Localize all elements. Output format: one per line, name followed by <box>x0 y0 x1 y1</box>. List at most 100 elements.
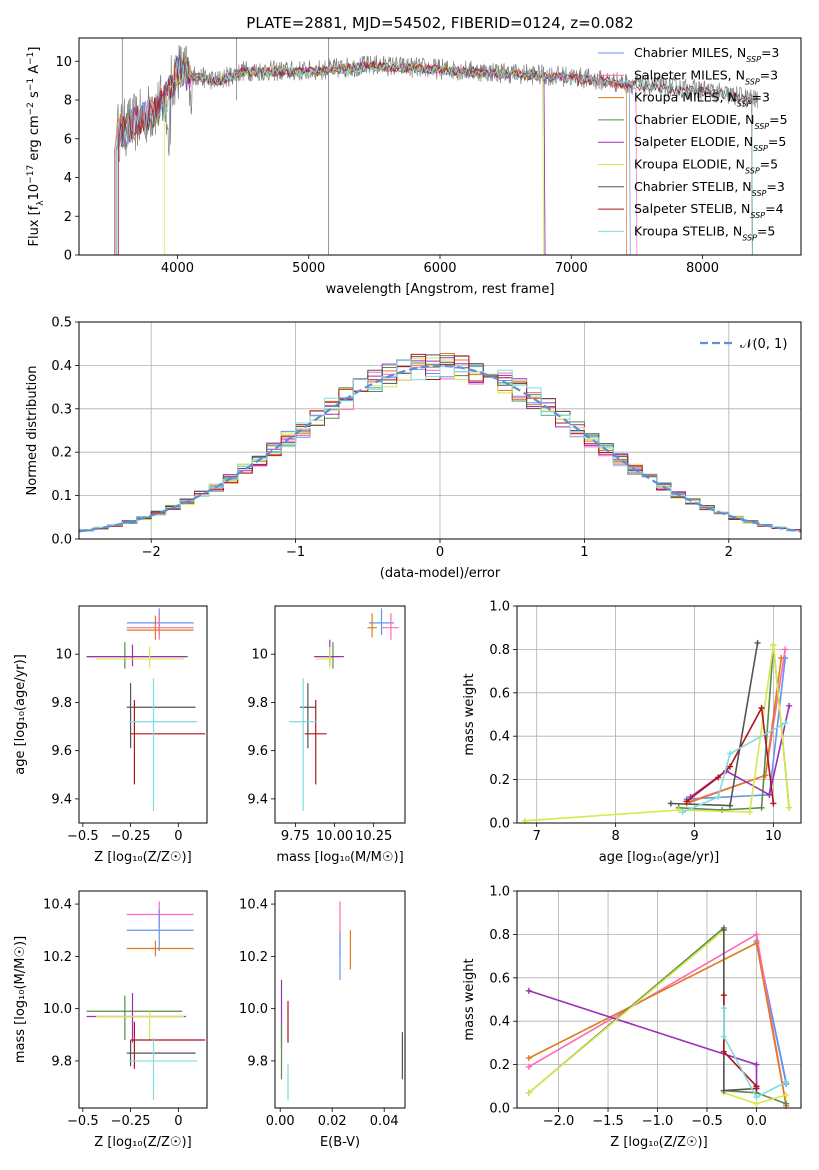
y-tick-label: 9.6 <box>247 744 268 759</box>
weight-marker <box>525 987 532 994</box>
figure-title: PLATE=2881, MJD=54502, FIBERID=0124, z=0… <box>246 14 633 32</box>
legend-entry: Kroupa STELIB, NSSP=5 <box>634 223 775 242</box>
y-tick-label: 0.6 <box>489 686 510 701</box>
y-tick-label: 0.5 <box>51 316 72 331</box>
x-tick-label: −0.5 <box>691 1114 723 1129</box>
axes-frame <box>78 890 208 1109</box>
weight-marker <box>727 802 733 809</box>
weight-marker <box>783 1100 790 1107</box>
weight-marker <box>782 646 789 653</box>
y-tick-label: 0.3 <box>51 402 72 417</box>
x-tick-label: 4000 <box>161 261 194 276</box>
y-tick-label: 0.6 <box>489 971 510 986</box>
y-tick-label: 2 <box>64 210 72 225</box>
weight-marker <box>715 793 722 800</box>
y-tick-label: 0.1 <box>51 489 72 504</box>
x-tick-label: −2 <box>142 545 161 560</box>
y-tick-label: 0.0 <box>489 817 510 832</box>
x-axis-label: age [log₁₀(age/yr)] <box>599 850 720 865</box>
x-axis-label: E(B-V) <box>320 1135 360 1150</box>
weight-marker <box>770 800 777 807</box>
y-tick-label: 9.6 <box>51 744 72 759</box>
x-tick-label: 9.75 <box>281 829 310 844</box>
axes-frame <box>274 605 406 824</box>
weight-marker <box>778 655 785 662</box>
legend-entry: Chabrier STELIB, NSSP=3 <box>634 179 785 198</box>
age-vs-mass-panel: 9.75 10.00 10.25 9.4 9.6 9.8 10 mass [log₁₀(M/M… <box>247 605 406 865</box>
y-tick-label: 9.8 <box>247 696 268 711</box>
x-tick-label: −0.5 <box>67 1114 99 1129</box>
legend-entry: 𝒩(0, 1) <box>740 337 787 352</box>
weight-marker <box>720 1033 727 1040</box>
weight-marker <box>786 702 793 709</box>
y-axis-label: Flux [fλ10−17 erg cm−2 s−1 A−1] <box>26 47 46 247</box>
weight-marker <box>753 1094 760 1101</box>
weight-marker <box>675 806 682 813</box>
weight-marker <box>766 791 773 798</box>
weight-marker <box>727 763 733 770</box>
x-tick-label: 0.00 <box>266 1114 295 1129</box>
mass-weight-vs-age-panel: 7 8 9 10 0.0 0.2 0.4 0.6 0.8 1.0 age [log₁₀(age/yr… <box>462 600 802 865</box>
weight-marker <box>720 1087 727 1094</box>
spectrum-panel: 4000 5000 6000 7000 8000 0 2 4 6 8 10 wavelength [A… <box>26 37 802 297</box>
weight-marker <box>525 1055 532 1062</box>
weight-marker <box>720 1005 727 1012</box>
y-axis-label: mass [log₁₀(M/M☉)] <box>13 936 28 1063</box>
y-tick-label: 9.4 <box>51 792 72 807</box>
x-tick-label: 10.25 <box>355 829 392 844</box>
y-tick-label: 9.8 <box>247 1054 268 1069</box>
axes-frame <box>274 890 406 1109</box>
y-tick-label: 0.8 <box>489 643 510 658</box>
weight-marker <box>720 1048 727 1055</box>
mass-weight-vs-metallicity-panel: −2.0 −1.5 −1.0 −0.5 0.0 0.0 0.2 0.4 0.6 0.8 1.0 Z [… <box>462 885 802 1150</box>
legend-entry: Kroupa ELODIE, NSSP=5 <box>634 157 778 176</box>
weight-line-kroupa-stelib <box>682 722 786 813</box>
weight-marker <box>720 927 727 934</box>
axes-frame <box>78 37 802 256</box>
model-spectrum-salpeter-stelib <box>118 58 753 255</box>
weight-marker <box>786 804 793 811</box>
x-axis-label: Z [log₁₀(Z/Z☉)] <box>610 1135 707 1150</box>
legend-entry: Chabrier MILES, NSSP=3 <box>634 45 779 64</box>
legend-entry: Salpeter MILES, NSSP=3 <box>634 67 778 86</box>
weight-marker <box>753 1100 760 1107</box>
weight-marker <box>753 931 760 938</box>
y-tick-label: 0.2 <box>51 446 72 461</box>
y-axis-label: mass weight <box>462 673 477 755</box>
legend-entry: Chabrier ELODIE, NSSP=5 <box>634 112 788 130</box>
weight-marker <box>758 704 765 711</box>
model-spectrum-kroupa-stelib <box>116 60 753 255</box>
x-tick-label: 0 <box>174 1114 182 1129</box>
x-tick-label: −1 <box>286 545 305 560</box>
weight-marker <box>727 750 733 757</box>
y-tick-label: 9.4 <box>247 792 268 807</box>
x-tick-label: 0.04 <box>370 1114 399 1129</box>
weight-marker <box>753 1085 760 1092</box>
weight-marker <box>667 800 674 807</box>
x-tick-label: 8 <box>611 829 619 844</box>
x-tick-label: 5000 <box>292 261 325 276</box>
x-tick-label: 7 <box>533 829 541 844</box>
y-tick-label: 0.4 <box>489 730 510 745</box>
weight-line-kroupa-stelib <box>723 1008 787 1099</box>
x-tick-label: 8000 <box>686 261 719 276</box>
y-tick-label: 0.0 <box>51 533 72 548</box>
y-tick-label: 10.0 <box>239 1002 268 1017</box>
axes-frame <box>516 890 802 1109</box>
x-tick-label: −0.5 <box>67 829 99 844</box>
weight-marker <box>783 1078 790 1085</box>
x-axis-label: Z [log₁₀(Z/Z☉)] <box>94 1135 191 1150</box>
y-tick-label: 0.0 <box>489 1102 510 1117</box>
spectrum-lines <box>114 38 759 255</box>
axes-frame <box>78 605 208 824</box>
x-tick-label: 0.02 <box>318 1114 347 1129</box>
y-tick-label: 0.2 <box>489 1058 510 1073</box>
x-tick-label: −1.0 <box>642 1114 674 1129</box>
y-tick-label: 10.2 <box>43 950 72 965</box>
x-tick-label: 7000 <box>555 261 588 276</box>
y-axis-label: age [log₁₀(age/yr)] <box>13 654 28 775</box>
weight-marker <box>746 809 753 816</box>
mass-vs-ebv-panel: 0.00 0.02 0.04 9.8 10.0 10.2 10.4 E(B-V) <box>239 890 406 1150</box>
